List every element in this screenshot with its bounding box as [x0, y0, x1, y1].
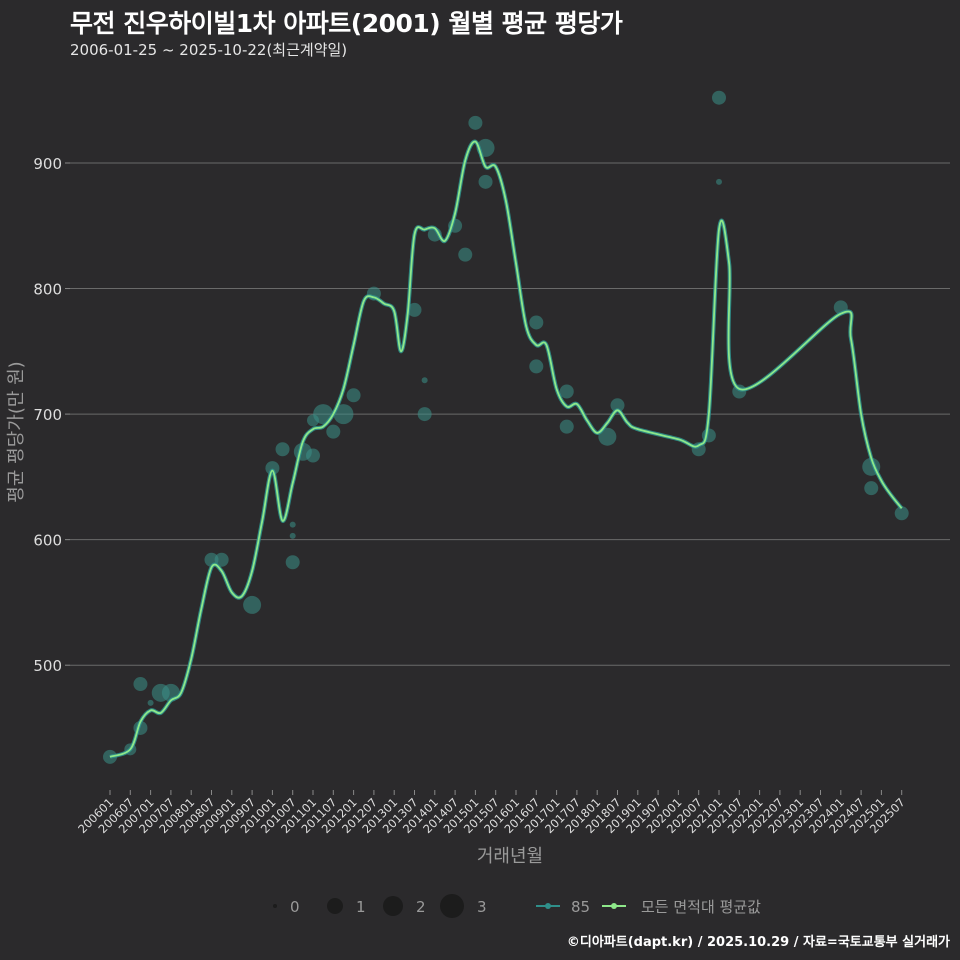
- series-lines: [109, 139, 904, 759]
- footer-credit: ©디아파트(dapt.kr) / 2025.10.29 / 자료=국토교통부 실…: [566, 935, 950, 950]
- legend-size-label: 3: [477, 898, 487, 916]
- data-bubble: [421, 377, 428, 384]
- y-tick-label: 700: [33, 406, 62, 424]
- legend-size-symbol: [273, 904, 277, 908]
- y-tick-label: 900: [33, 155, 62, 173]
- legend-line-label: 85: [571, 898, 590, 916]
- data-bubble: [289, 521, 296, 528]
- y-tick-label: 800: [33, 281, 62, 299]
- data-bubble: [529, 359, 544, 374]
- data-bubble: [285, 555, 300, 570]
- legend-size-symbol: [383, 896, 403, 916]
- legend-size-symbol: [327, 898, 343, 914]
- data-bubble: [417, 407, 432, 422]
- data-bubble: [306, 448, 320, 463]
- data-bubble: [610, 398, 625, 413]
- data-bubble: [333, 404, 354, 425]
- legend-size-symbol: [440, 894, 464, 918]
- data-bubble: [407, 302, 422, 317]
- data-bubble: [133, 677, 148, 692]
- series-average-line: [109, 140, 903, 758]
- series-85-line: [109, 139, 904, 759]
- y-tick-label: 600: [33, 532, 62, 550]
- data-bubble: [346, 388, 361, 403]
- legend-point-symbol: [611, 903, 617, 909]
- legend-size-label: 2: [416, 898, 426, 916]
- data-bubble: [243, 595, 262, 614]
- data-bubble: [214, 552, 229, 567]
- data-bubble: [289, 532, 296, 539]
- data-bubble: [559, 384, 574, 399]
- legend-size-label: 1: [356, 898, 366, 916]
- data-bubble: [712, 90, 726, 105]
- data-bubble: [147, 699, 154, 706]
- chart-title: 무전 진우하이빌1차 아파트(2001) 월별 평균 평당가: [70, 9, 623, 38]
- data-bubble: [275, 442, 290, 457]
- legend: 0 1 2 3 85 모든 면적대 평균값: [273, 894, 761, 918]
- legend-point-symbol: [545, 903, 551, 909]
- y-axis-label: 평균 평당가(만 원): [6, 361, 27, 502]
- data-bubble: [598, 427, 617, 446]
- data-bubble: [458, 247, 473, 262]
- data-bubble: [716, 178, 722, 185]
- y-tick-label: 500: [33, 657, 62, 675]
- data-bubble: [265, 461, 280, 476]
- chart-subtitle: 2006-01-25 ~ 2025-10-22(최근계약일): [70, 41, 348, 59]
- data-bubble: [894, 506, 909, 521]
- grid-lines: [70, 162, 950, 666]
- data-bubble: [468, 115, 483, 130]
- data-bubble: [529, 315, 544, 330]
- x-axis: 2006012006072007012007072008012008072009…: [75, 790, 908, 836]
- data-bubble: [559, 419, 574, 434]
- data-bubble: [326, 424, 341, 439]
- x-axis-label: 거래년월: [477, 846, 543, 867]
- data-bubble: [864, 481, 879, 496]
- legend-size-label: 0: [290, 898, 300, 916]
- y-axis: 500 600 700 800 900: [33, 155, 70, 675]
- legend-line-label: 모든 면적대 평균값: [641, 898, 761, 916]
- data-bubble: [478, 174, 493, 189]
